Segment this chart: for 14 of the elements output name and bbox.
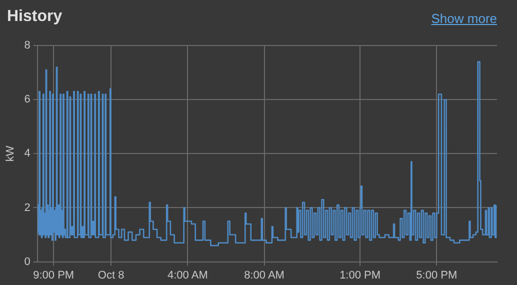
y-tick-label: 6 [24,94,30,106]
y-tick-label: 2 [24,202,30,214]
y-tick-label: 8 [24,40,30,52]
x-tick-label: 4:00 AM [167,269,208,282]
x-tick-label: 5:00 PM [416,269,458,282]
y-axis-title: kW [4,145,17,162]
y-tick-label: 4 [24,148,30,160]
x-tick-label: 9:00 PM [33,269,74,282]
x-tick-label: 8:00 AM [244,269,284,282]
x-tick-label: 1:00 PM [340,269,381,282]
x-tick-label: Oct 8 [98,269,124,282]
y-tick-label: 0 [24,256,30,268]
chart-title: History [7,8,62,26]
text: Show more [431,11,497,26]
